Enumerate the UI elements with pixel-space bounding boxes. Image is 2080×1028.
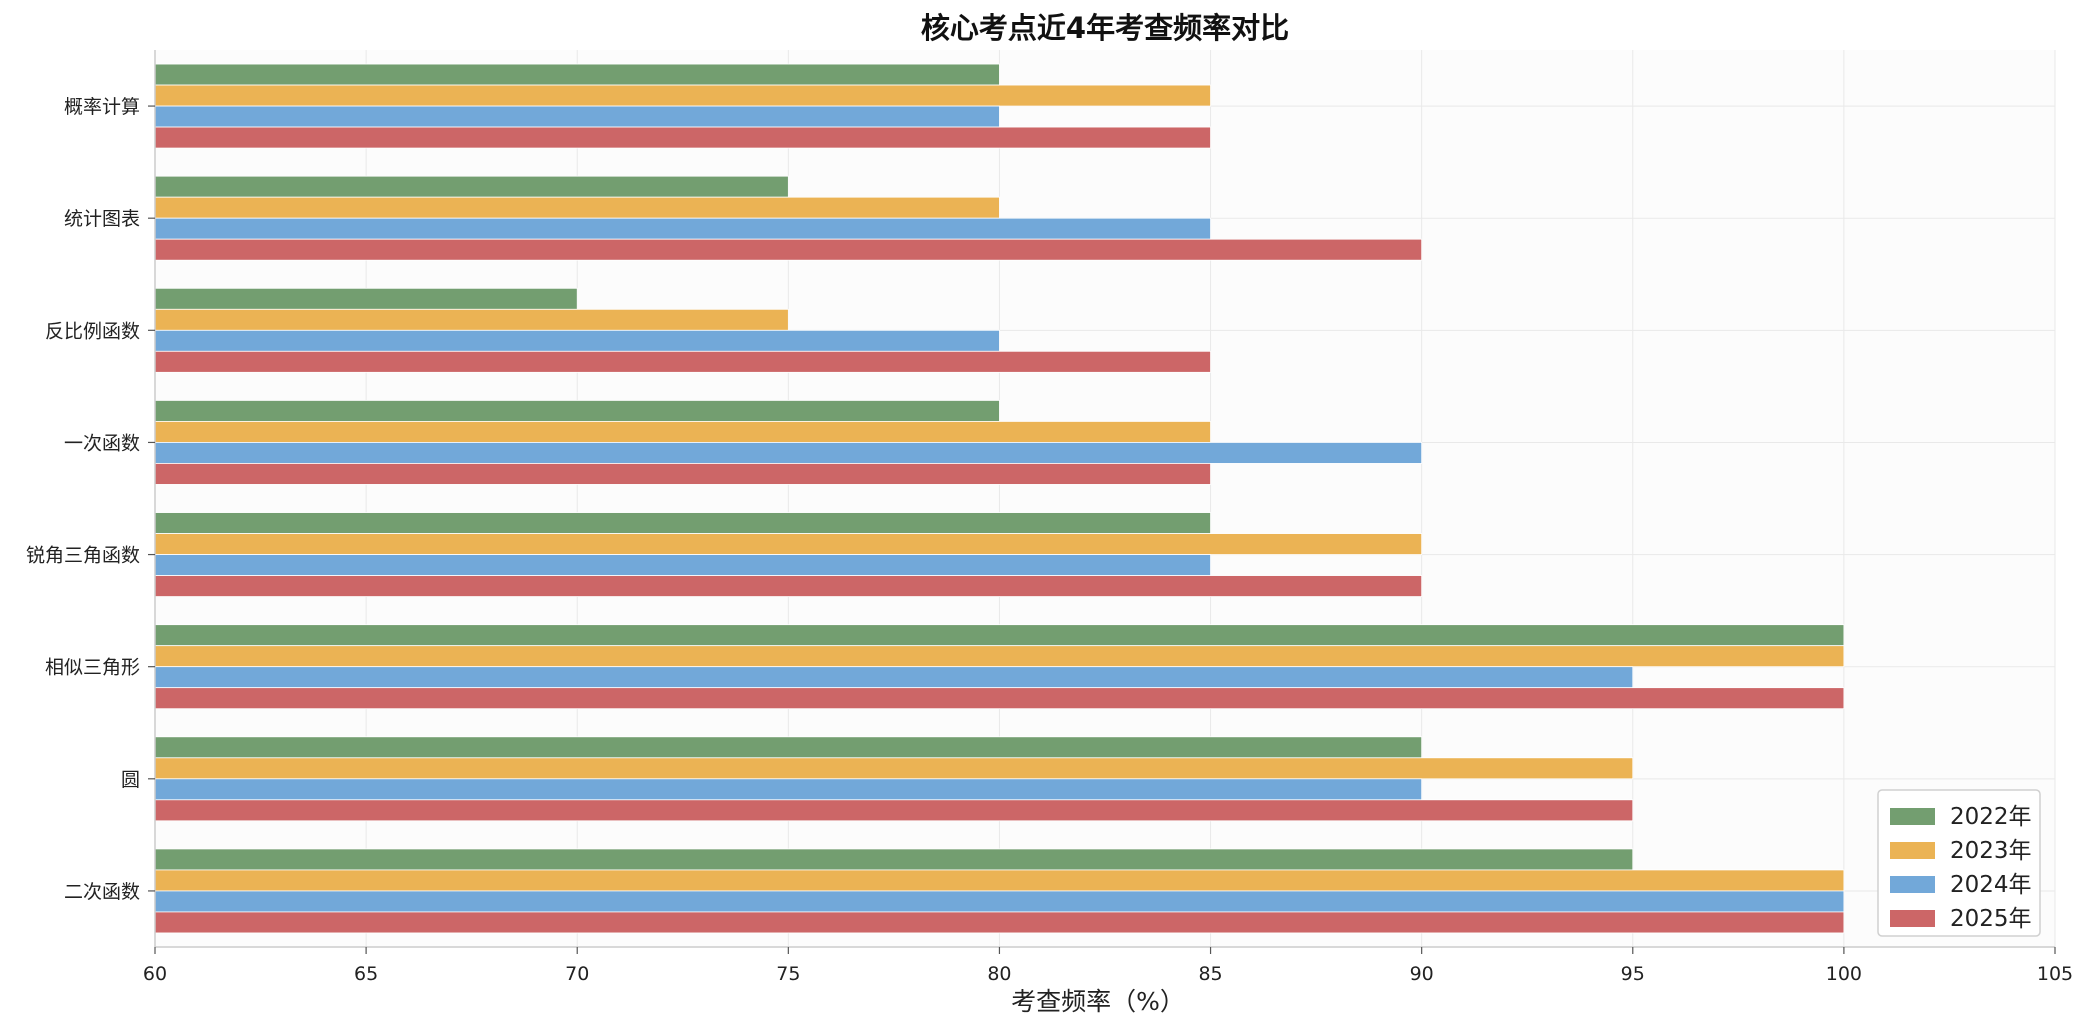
bar-2022年-概率计算 <box>154 63 1000 86</box>
bar-2025年-统计图表 <box>154 238 1423 261</box>
y-tick-label: 锐角三角函数 <box>26 545 140 567</box>
x-tick-label: 85 <box>1198 963 1222 985</box>
x-tick-label: 70 <box>565 963 589 985</box>
bar-2023年-概率计算 <box>154 84 1211 107</box>
bar-2023年-锐角三角函数 <box>154 533 1423 555</box>
bar-2023年-统计图表 <box>154 196 1000 219</box>
bar-2023年-一次函数 <box>154 421 1211 443</box>
bar-2022年-一次函数 <box>154 400 1000 422</box>
bar-2022年-统计图表 <box>154 175 789 198</box>
bar-2025年-一次函数 <box>154 463 1211 485</box>
y-tick-label: 一次函数 <box>64 432 140 454</box>
legend-swatch <box>1890 910 1935 927</box>
y-tick-label: 概率计算 <box>64 96 140 118</box>
bar-2023年-二次函数 <box>154 869 1845 892</box>
x-tick-label: 80 <box>987 963 1011 985</box>
x-tick-label: 60 <box>143 963 167 985</box>
bar-2024年-二次函数 <box>154 890 1845 913</box>
bar-2022年-锐角三角函数 <box>154 512 1211 534</box>
legend-label: 2022年 <box>1950 804 2032 830</box>
legend-label: 2024年 <box>1950 872 2032 898</box>
x-tick-label: 65 <box>354 963 378 985</box>
y-tick-label: 统计图表 <box>64 208 140 230</box>
bar-2025年-反比例函数 <box>154 350 1211 373</box>
x-tick-label: 105 <box>2037 963 2073 985</box>
x-ticks: 60 65 70 75 80 85 90 95 100 105 <box>143 947 2073 985</box>
bar-2023年-反比例函数 <box>154 308 789 331</box>
x-axis-label: 考查频率（%） <box>1011 987 1185 1016</box>
bar-2024年-圆 <box>154 778 1423 801</box>
legend-swatch <box>1890 808 1935 825</box>
bar-2023年-圆 <box>154 757 1634 780</box>
bar-2025年-二次函数 <box>154 911 1845 934</box>
x-tick-label: 90 <box>1410 963 1434 985</box>
legend: 2022年 2023年 2024年 2025年 <box>1877 789 2041 937</box>
y-tick-label: 圆 <box>121 769 140 791</box>
legend-swatch <box>1890 842 1935 859</box>
bar-2022年-相似三角形 <box>154 624 1845 647</box>
axes <box>154 50 2055 948</box>
x-tick-label: 75 <box>776 963 800 985</box>
bar-2023年-相似三角形 <box>154 645 1845 668</box>
y-tick-label: 二次函数 <box>64 881 140 903</box>
x-tick-label: 100 <box>1826 963 1862 985</box>
bar-2025年-锐角三角函数 <box>154 575 1423 597</box>
legend-label: 2023年 <box>1950 838 2032 864</box>
bar-2025年-圆 <box>154 799 1634 822</box>
y-tick-label: 反比例函数 <box>45 320 140 342</box>
x-tick-label: 95 <box>1621 963 1645 985</box>
bar-2022年-反比例函数 <box>154 287 578 310</box>
bar-2024年-相似三角形 <box>154 666 1634 689</box>
legend-box <box>1877 789 2041 937</box>
bar-2024年-统计图表 <box>154 217 1211 240</box>
bar-2022年-圆 <box>154 736 1423 759</box>
bar-2024年-反比例函数 <box>154 329 1000 352</box>
legend-label: 2025年 <box>1950 906 2032 932</box>
bar-2024年-一次函数 <box>154 442 1423 464</box>
bar-2024年-概率计算 <box>154 105 1000 128</box>
bar-2025年-概率计算 <box>154 126 1211 149</box>
bar-2024年-锐角三角函数 <box>154 554 1211 576</box>
y-tick-label: 相似三角形 <box>45 657 140 679</box>
chart-title: 核心考点近4年考查频率对比 <box>921 11 1289 45</box>
bar-2022年-二次函数 <box>154 848 1634 871</box>
bar-2025年-相似三角形 <box>154 687 1845 710</box>
legend-swatch <box>1890 876 1935 893</box>
